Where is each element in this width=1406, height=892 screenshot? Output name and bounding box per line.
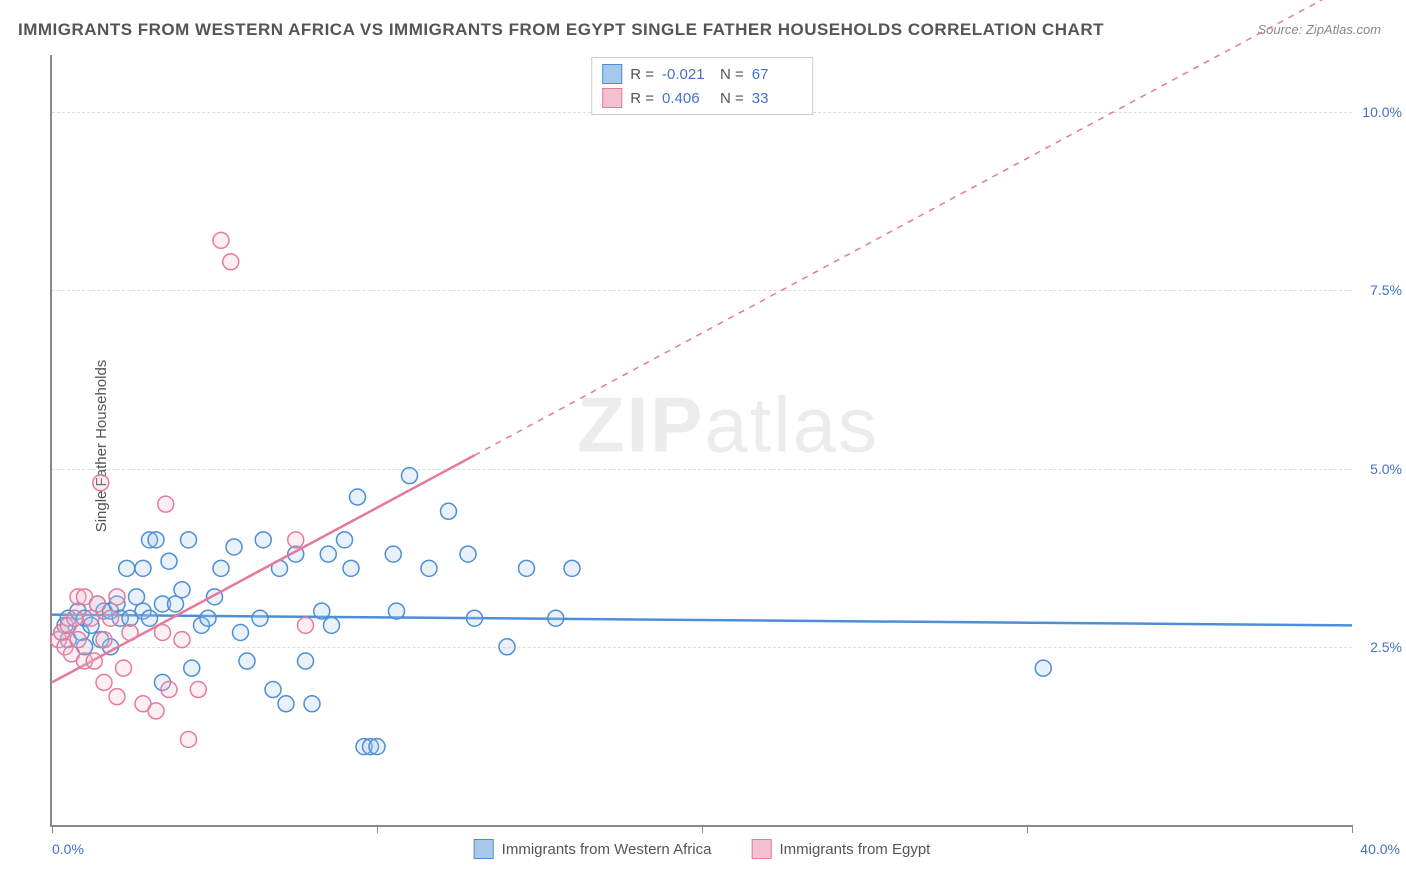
r-label: R = bbox=[630, 66, 654, 83]
legend-label-1: Immigrants from Western Africa bbox=[502, 841, 712, 858]
x-min-label: 0.0% bbox=[52, 841, 84, 857]
legend-swatch-2 bbox=[751, 839, 771, 859]
scatter-svg bbox=[52, 55, 1352, 825]
swatch-series-2 bbox=[602, 88, 622, 108]
x-max-label: 40.0% bbox=[1360, 841, 1400, 857]
n-label: N = bbox=[720, 90, 744, 107]
n-value-1: 67 bbox=[752, 66, 802, 83]
legend-label-2: Immigrants from Egypt bbox=[779, 841, 930, 858]
r-label: R = bbox=[630, 90, 654, 107]
legend-swatch-1 bbox=[474, 839, 494, 859]
legend-item-1: Immigrants from Western Africa bbox=[474, 839, 712, 859]
r-value-1: -0.021 bbox=[662, 66, 712, 83]
chart-title: IMMIGRANTS FROM WESTERN AFRICA VS IMMIGR… bbox=[18, 20, 1104, 40]
source-label: Source: ZipAtlas.com bbox=[1257, 22, 1381, 37]
n-label: N = bbox=[720, 66, 744, 83]
stats-row-1: R = -0.021 N = 67 bbox=[602, 62, 802, 86]
n-value-2: 33 bbox=[752, 90, 802, 107]
series-legend: Immigrants from Western Africa Immigrant… bbox=[474, 839, 931, 859]
plot-area: ZIPatlas 2.5%5.0%7.5%10.0% 0.0% 40.0% R … bbox=[50, 55, 1352, 827]
chart-container: IMMIGRANTS FROM WESTERN AFRICA VS IMMIGR… bbox=[0, 0, 1406, 892]
stats-box: R = -0.021 N = 67 R = 0.406 N = 33 bbox=[591, 57, 813, 115]
stats-row-2: R = 0.406 N = 33 bbox=[602, 86, 802, 110]
legend-item-2: Immigrants from Egypt bbox=[751, 839, 930, 859]
swatch-series-1 bbox=[602, 64, 622, 84]
r-value-2: 0.406 bbox=[662, 90, 712, 107]
